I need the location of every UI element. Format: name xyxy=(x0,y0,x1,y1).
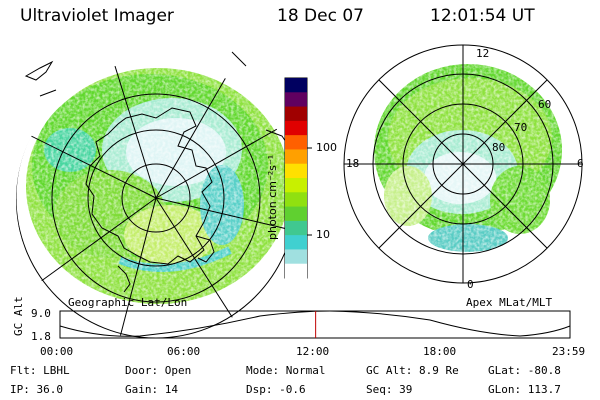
left-map-caption: Geographic Lat/Lon xyxy=(68,296,188,309)
status-gc-alt: GC Alt: 8.9 Re xyxy=(366,364,459,377)
colorbar xyxy=(284,77,312,279)
status-seq-label: Seq: xyxy=(366,383,393,396)
status-mode-label: Mode: xyxy=(246,364,280,377)
status-door-label: Door: xyxy=(125,364,159,377)
colorbar-band xyxy=(285,220,307,236)
instrument-title: Ultraviolet Imager xyxy=(20,6,174,26)
status-glon: GLon: 113.7 xyxy=(488,383,561,396)
status-glat-label: GLat: xyxy=(488,364,522,377)
status-seq: Seq: 39 xyxy=(366,383,412,396)
status-flt-value: LBHL xyxy=(43,364,70,377)
colorbar-band xyxy=(285,120,307,136)
colorbar-band xyxy=(285,92,307,108)
mlat-label-70: 70 xyxy=(514,121,528,134)
status-ip-label: IP: xyxy=(10,383,30,396)
magnetic-map xyxy=(343,44,583,284)
altitude-xtick: 18:00 xyxy=(423,345,457,358)
altitude-ytick-min: 1.8 xyxy=(31,330,51,343)
colorbar-label: photon cm⁻²s⁻¹ xyxy=(266,154,279,240)
colorbar-band xyxy=(285,149,307,165)
status-gain-label: Gain: xyxy=(125,383,159,396)
status-door-value: Open xyxy=(164,364,192,377)
altitude-ytick-max: 9.0 xyxy=(31,307,51,320)
mlat-label-80: 80 xyxy=(492,141,506,154)
status-mode-value: Normal xyxy=(285,364,326,377)
status-gain-value: 14 xyxy=(164,383,178,396)
status-ip-value: 36.0 xyxy=(36,383,64,396)
colorbar-band xyxy=(285,235,307,250)
status-dsp: Dsp: -0.6 xyxy=(246,383,306,396)
image-date: 18 Dec 07 xyxy=(277,6,364,26)
status-ip: IP: 36.0 xyxy=(10,383,63,396)
colorbar-band xyxy=(285,135,307,150)
colorbar-band xyxy=(285,249,307,265)
colorbar-tick-10: 10 xyxy=(316,228,330,241)
status-glon-label: GLon: xyxy=(488,383,522,396)
colorbar-band xyxy=(285,106,307,122)
image-time: 12:01:54 UT xyxy=(430,6,535,26)
geographic-map xyxy=(16,51,296,340)
status-glat-value: -80.8 xyxy=(527,364,561,377)
status-glat: GLat: -80.8 xyxy=(488,364,561,377)
status-gc-alt-label: GC Alt: xyxy=(366,364,413,377)
colorbar-band xyxy=(285,263,307,279)
altitude-xtick: 12:00 xyxy=(296,345,330,358)
status-mode: Mode: Normal xyxy=(246,364,326,377)
colorbar-band xyxy=(285,206,307,222)
colorbar-band xyxy=(285,178,307,193)
colorbar-band xyxy=(285,192,307,208)
mlt-label-12: 12 xyxy=(476,47,490,60)
altitude-xtick: 00:00 xyxy=(40,345,74,358)
mlat-label-60: 60 xyxy=(538,98,552,111)
status-dsp-value: -0.6 xyxy=(279,383,306,396)
status-glon-value: 113.7 xyxy=(527,383,561,396)
altitude-plot xyxy=(59,310,571,339)
mlt-label-18: 18 xyxy=(346,157,360,170)
right-map-caption: Apex MLat/MLT xyxy=(466,296,553,309)
status-door: Door: Open xyxy=(125,364,191,377)
altitude-xtick: 23:59 xyxy=(552,345,586,358)
status-gc-alt-value: 8.9 Re xyxy=(418,364,459,377)
left-aurora-image xyxy=(16,60,296,340)
coastline xyxy=(85,107,213,265)
status-flt: Flt: LBHL xyxy=(10,364,70,377)
colorbar-band xyxy=(285,163,307,179)
status-dsp-label: Dsp: xyxy=(246,383,273,396)
mlt-label-6: 6 xyxy=(577,157,584,170)
altitude-ylabel: GC Alt xyxy=(12,296,25,336)
colorbar-band xyxy=(285,78,307,93)
status-flt-label: Flt: xyxy=(10,364,37,377)
altitude-xtick: 06:00 xyxy=(167,345,201,358)
mlt-label-0: 0 xyxy=(467,278,474,291)
colorbar-tick-100: 100 xyxy=(316,141,337,154)
status-seq-value: 39 xyxy=(399,383,413,396)
status-gain: Gain: 14 xyxy=(125,383,178,396)
